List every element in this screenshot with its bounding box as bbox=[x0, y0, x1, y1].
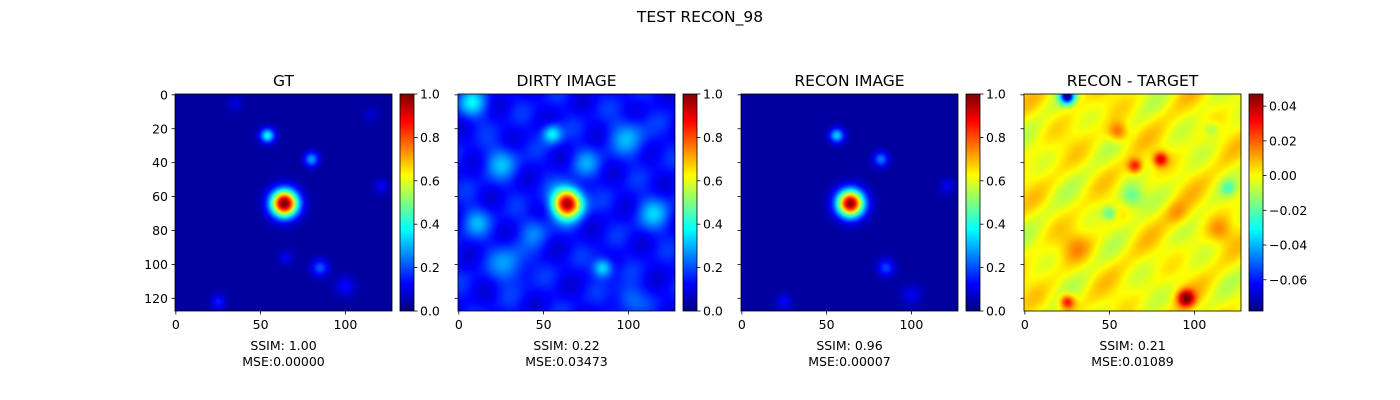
colorbar-tick-label: 0.0 bbox=[703, 304, 723, 319]
y-tick-label: 60 bbox=[152, 189, 168, 204]
x-tick-label: 0 bbox=[172, 317, 180, 332]
axes-frame bbox=[740, 93, 959, 312]
x-tick-label: 100 bbox=[899, 317, 923, 332]
colorbar bbox=[1248, 93, 1264, 312]
colorbar-tick-label: 0.2 bbox=[703, 260, 723, 275]
figure-suptitle: TEST RECON_98 bbox=[636, 8, 763, 27]
axes-frame bbox=[457, 93, 676, 312]
ssim-caption: SSIM: 0.22 bbox=[533, 338, 599, 353]
colorbar-tick-label: −0.06 bbox=[1269, 272, 1307, 287]
colorbar-tick-label: 0.6 bbox=[703, 173, 723, 188]
ssim-caption: SSIM: 1.00 bbox=[250, 338, 316, 353]
colorbar-tick-label: 0.2 bbox=[986, 260, 1006, 275]
x-tick-label: 0 bbox=[1021, 317, 1029, 332]
colorbar bbox=[682, 93, 698, 312]
colorbar-tick-label: 0.0 bbox=[986, 304, 1006, 319]
x-tick-label: 100 bbox=[333, 317, 357, 332]
axes-frame bbox=[1023, 93, 1242, 312]
y-tick-label: 100 bbox=[144, 257, 168, 272]
panel-title: RECON - TARGET bbox=[1067, 72, 1199, 90]
colorbar-tick-label: −0.04 bbox=[1269, 238, 1307, 253]
x-tick-label: 50 bbox=[1102, 317, 1118, 332]
panel-1: DIRTY IMAGE 0 50 100 0.0 0.2 0.4 0.6 0.8 1.0 SSIM:… bbox=[454, 72, 723, 369]
colorbar-tick-label: 0.2 bbox=[420, 260, 440, 275]
colorbar-tick-label: 0.8 bbox=[986, 130, 1006, 145]
colorbar-tick-label: 0.00 bbox=[1269, 168, 1297, 183]
colorbar-tick-label: 0.8 bbox=[703, 130, 723, 145]
colorbar-tick-label: 0.4 bbox=[420, 217, 440, 232]
panel-title: GT bbox=[273, 72, 294, 90]
colorbar-tick-label: 0.04 bbox=[1269, 99, 1297, 114]
colorbar-tick-label: 0.8 bbox=[420, 130, 440, 145]
ssim-caption: SSIM: 0.96 bbox=[816, 338, 882, 353]
x-tick-label: 50 bbox=[819, 317, 835, 332]
heatmap-image bbox=[741, 94, 958, 311]
mse-caption: MSE:0.03473 bbox=[525, 354, 608, 369]
y-tick-label: 80 bbox=[152, 223, 168, 238]
colorbar-tick-label: 0.02 bbox=[1269, 133, 1297, 148]
axes-frame bbox=[174, 93, 393, 312]
y-tick-label: 40 bbox=[152, 155, 168, 170]
colorbar-tick-label: 1.0 bbox=[986, 87, 1006, 102]
panel-2: RECON IMAGE 0 50 100 0.0 0.2 0.4 0.6 0.8 1.0 SSIM:… bbox=[737, 72, 1006, 369]
colorbar-tick-label: 0.6 bbox=[420, 173, 440, 188]
panel-0: GT 0 50 100 0 20 40 60 80 100 120 0.0 0.2 0.4 0.6 0.8 1.… bbox=[144, 72, 440, 369]
mse-caption: MSE:0.00007 bbox=[808, 354, 891, 369]
heatmap-image bbox=[175, 94, 392, 311]
colorbar-tick-label: 1.0 bbox=[420, 87, 440, 102]
colorbar-tick-label: 0.4 bbox=[703, 217, 723, 232]
mse-caption: MSE:0.00000 bbox=[242, 354, 325, 369]
y-tick-label: 0 bbox=[160, 87, 168, 102]
colorbar-tick-label: 1.0 bbox=[703, 87, 723, 102]
ssim-caption: SSIM: 0.21 bbox=[1099, 338, 1165, 353]
x-tick-label: 50 bbox=[253, 317, 269, 332]
x-tick-label: 0 bbox=[738, 317, 746, 332]
x-tick-label: 100 bbox=[1182, 317, 1206, 332]
heatmap-image bbox=[1024, 94, 1241, 311]
panel-title: RECON IMAGE bbox=[794, 72, 904, 90]
y-tick-label: 20 bbox=[152, 121, 168, 136]
heatmap-image bbox=[458, 94, 675, 311]
y-tick-label: 120 bbox=[144, 291, 168, 306]
colorbar-tick-label: −0.02 bbox=[1269, 203, 1307, 218]
panel-title: DIRTY IMAGE bbox=[516, 72, 616, 90]
colorbar-tick-label: 0.6 bbox=[986, 173, 1006, 188]
mse-caption: MSE:0.01089 bbox=[1091, 354, 1174, 369]
x-tick-label: 0 bbox=[455, 317, 463, 332]
colorbar-tick-label: 0.4 bbox=[986, 217, 1006, 232]
x-tick-label: 100 bbox=[616, 317, 640, 332]
colorbar bbox=[399, 93, 415, 312]
x-tick-label: 50 bbox=[536, 317, 552, 332]
panel-3: RECON - TARGET 0 50 100 −0.06 −0.04 −0.02 0.00 0… bbox=[1020, 72, 1307, 369]
colorbar-tick-label: 0.0 bbox=[420, 304, 440, 319]
colorbar bbox=[965, 93, 981, 312]
